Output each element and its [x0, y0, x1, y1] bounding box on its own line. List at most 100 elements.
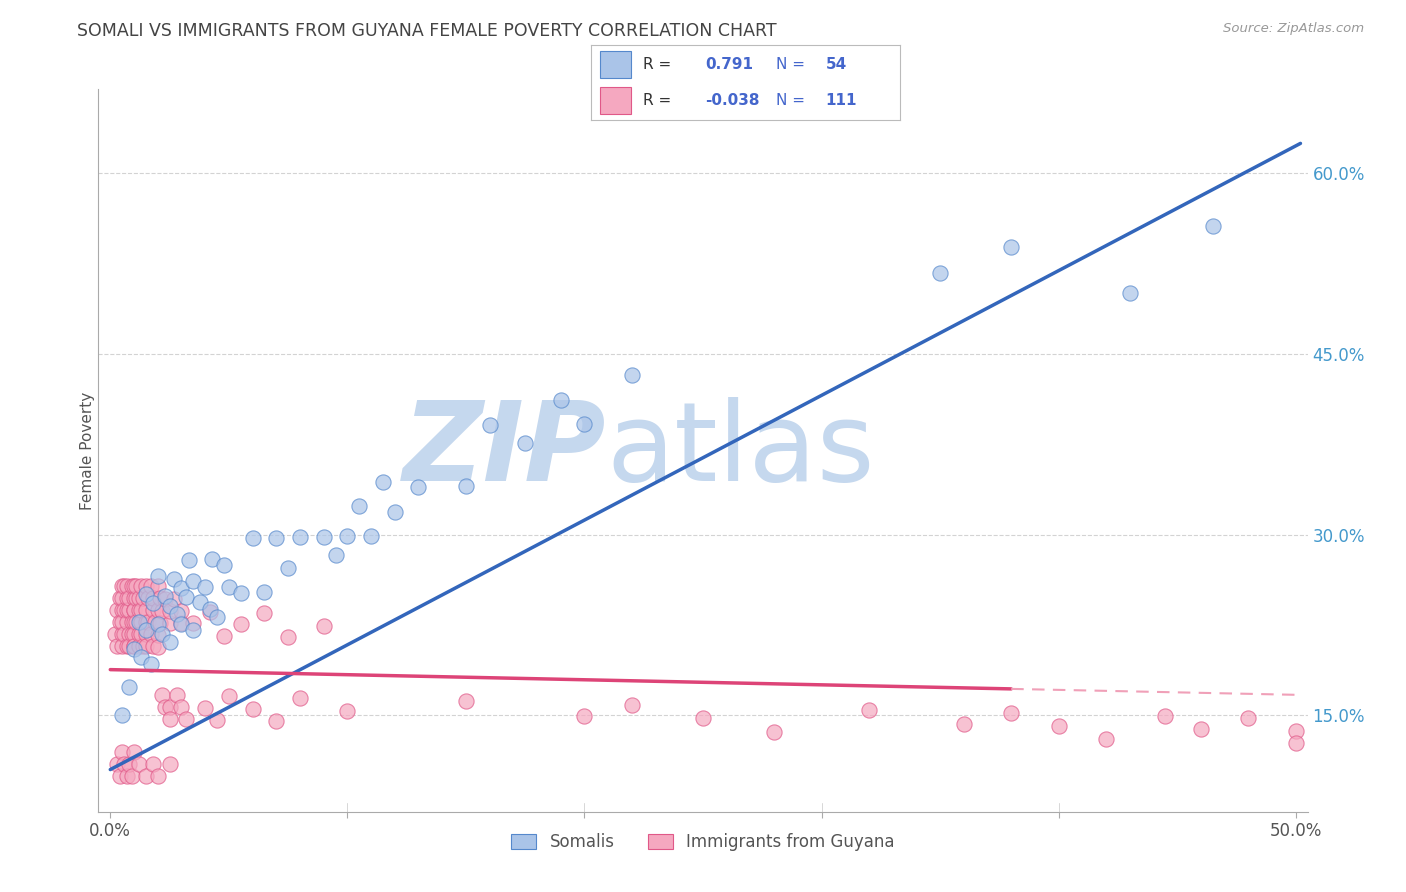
- Point: [121, 579, 143, 593]
- Point: [325, 548, 347, 562]
- Point: [1285, 736, 1308, 750]
- Point: [115, 579, 138, 593]
- Point: [135, 640, 157, 654]
- Point: [336, 704, 359, 718]
- Point: [212, 629, 235, 643]
- Point: [181, 623, 204, 637]
- Point: [104, 626, 127, 640]
- Point: [146, 627, 169, 641]
- Point: [114, 579, 136, 593]
- Point: [135, 603, 157, 617]
- Point: [550, 393, 572, 408]
- Point: [129, 627, 152, 641]
- Point: [858, 703, 880, 717]
- Point: [201, 552, 224, 566]
- Point: [229, 585, 252, 599]
- Point: [135, 587, 157, 601]
- Point: [149, 591, 172, 606]
- Point: [122, 603, 145, 617]
- Point: [118, 681, 141, 695]
- Point: [478, 418, 501, 433]
- Point: [205, 713, 228, 727]
- Point: [135, 579, 157, 593]
- Point: [166, 688, 188, 702]
- Point: [135, 627, 157, 641]
- Point: [194, 700, 217, 714]
- Point: [952, 717, 974, 731]
- Point: [122, 744, 145, 758]
- Point: [121, 627, 143, 641]
- Bar: [600, 87, 631, 114]
- Point: [929, 266, 952, 280]
- Point: [111, 591, 134, 605]
- Point: [692, 711, 714, 725]
- Point: [128, 615, 150, 629]
- Point: [115, 615, 138, 629]
- Text: 0.791: 0.791: [704, 57, 754, 72]
- Point: [170, 615, 193, 630]
- Point: [190, 595, 212, 609]
- Point: [122, 627, 145, 641]
- Point: [135, 615, 157, 630]
- Point: [132, 639, 155, 653]
- Text: N =: N =: [776, 57, 806, 72]
- Point: [205, 610, 228, 624]
- Point: [129, 579, 152, 593]
- Point: [408, 480, 430, 494]
- Point: [515, 436, 537, 450]
- Point: [115, 639, 138, 653]
- Point: [152, 626, 174, 640]
- Point: [149, 615, 172, 630]
- Text: 54: 54: [825, 57, 846, 72]
- Point: [139, 657, 162, 671]
- Point: [288, 530, 311, 544]
- Point: [122, 641, 145, 656]
- Point: [115, 769, 138, 783]
- Point: [153, 590, 176, 604]
- Point: [454, 479, 477, 493]
- Point: [128, 603, 150, 617]
- Point: [111, 708, 134, 723]
- Point: [312, 619, 335, 633]
- Point: [108, 615, 131, 629]
- Point: [121, 615, 143, 629]
- Point: [253, 606, 276, 620]
- Text: Source: ZipAtlas.com: Source: ZipAtlas.com: [1223, 22, 1364, 36]
- Point: [198, 602, 221, 616]
- Point: [153, 591, 176, 606]
- Point: [163, 591, 186, 606]
- Point: [277, 630, 299, 644]
- Point: [360, 529, 382, 543]
- Legend: Somalis, Immigrants from Guyana: Somalis, Immigrants from Guyana: [505, 826, 901, 857]
- Point: [142, 640, 165, 654]
- Point: [264, 714, 287, 729]
- Point: [1000, 706, 1022, 720]
- Point: [125, 579, 148, 593]
- Point: [129, 650, 152, 665]
- Point: [122, 579, 145, 593]
- Point: [146, 569, 169, 583]
- Point: [159, 700, 181, 714]
- Point: [122, 591, 145, 605]
- Point: [139, 627, 162, 641]
- Point: [174, 713, 197, 727]
- Point: [105, 602, 128, 616]
- Point: [142, 756, 165, 771]
- Point: [115, 591, 138, 605]
- Point: [111, 615, 134, 629]
- Point: [146, 617, 169, 632]
- Point: [114, 627, 136, 641]
- Point: [142, 603, 165, 617]
- Point: [371, 475, 394, 489]
- Point: [194, 580, 217, 594]
- Text: R =: R =: [643, 93, 671, 108]
- Point: [312, 530, 335, 544]
- Point: [1285, 724, 1308, 739]
- Point: [118, 627, 141, 641]
- Point: [146, 603, 169, 617]
- Point: [152, 688, 174, 702]
- Point: [620, 698, 643, 712]
- Point: [253, 585, 276, 599]
- Point: [139, 579, 162, 593]
- Point: [132, 591, 155, 605]
